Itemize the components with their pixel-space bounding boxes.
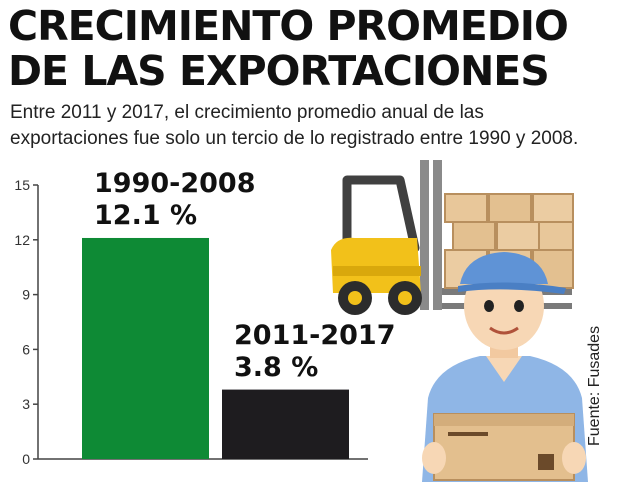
subtitle: Entre 2011 y 2017, el crecimiento promed… — [10, 100, 620, 152]
subtitle-line-2: exportaciones fue solo un tercio de lo r… — [10, 128, 579, 149]
bar-chart: 0 3 6 9 12 15 — [14, 177, 368, 467]
y-tick-label: 0 — [22, 451, 30, 467]
bar-label-2011-2017: 2011-2017 3.8 % — [234, 320, 396, 384]
bar-category-2011-2017: 2011-2017 — [234, 319, 396, 351]
y-tick-label: 3 — [22, 396, 30, 412]
bar-value-1990-2008: 12.1 % — [94, 199, 198, 231]
title-line-2: DE LAS EXPORTACIONES — [8, 47, 550, 95]
bar-category-1990-2008: 1990-2008 — [94, 167, 256, 199]
page-title: CRECIMIENTO PROMEDIO DE LAS EXPORTACIONE… — [8, 4, 620, 94]
subtitle-line-1: Entre 2011 y 2017, el crecimiento promed… — [10, 102, 484, 123]
y-tick-label: 15 — [14, 177, 30, 193]
bar-1990-2008 — [82, 237, 209, 459]
y-tick-label: 6 — [22, 341, 30, 357]
y-tick-label: 9 — [22, 287, 30, 303]
source-note: Fuente: Fusades — [586, 325, 603, 446]
bars — [82, 237, 349, 459]
y-tick-label: 12 — [14, 232, 30, 248]
bar-2011-2017 — [222, 389, 349, 459]
bar-label-1990-2008: 1990-2008 12.1 % — [94, 168, 256, 232]
title-line-1: CRECIMIENTO PROMEDIO — [8, 2, 569, 50]
worker-holding-box-icon — [422, 252, 588, 482]
bar-value-2011-2017: 3.8 % — [234, 351, 319, 383]
forklift-with-boxes-icon — [331, 160, 574, 315]
